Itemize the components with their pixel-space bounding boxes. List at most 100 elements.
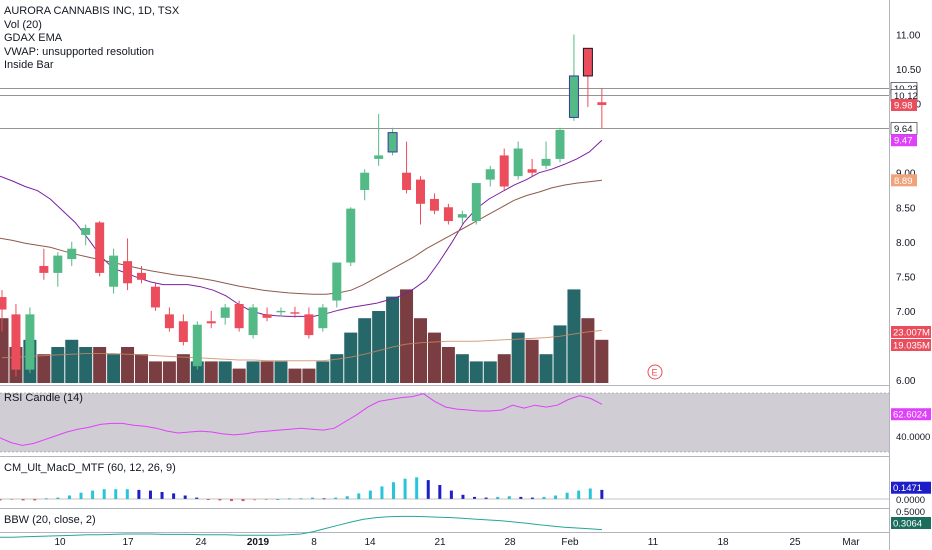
volume-bar xyxy=(65,339,79,383)
price-label-text: 9.98 xyxy=(894,100,913,111)
price-tick-label: 11.00 xyxy=(896,31,921,42)
volume-label-text: 23.007M xyxy=(893,328,930,339)
volume-bar xyxy=(469,361,483,383)
rsi-last-label: 62.6024 xyxy=(893,410,927,421)
rsi-pane-label[interactable]: RSI Candle (14) xyxy=(4,392,83,404)
volume-bar xyxy=(218,361,232,383)
price-label-text: 10.12 xyxy=(894,91,918,102)
volume-bar xyxy=(232,368,246,383)
volume-bar xyxy=(0,318,9,383)
volume-ma-line xyxy=(1,329,602,362)
macd-histogram-bar xyxy=(530,497,534,499)
price-tick-label: 7.50 xyxy=(896,272,916,283)
volume-label-box xyxy=(891,339,931,351)
candle-body xyxy=(304,314,314,336)
candle-body xyxy=(541,158,551,166)
ema-indicator-label[interactable]: GDAX EMA xyxy=(4,32,63,44)
candle-body xyxy=(290,312,300,314)
macd-histogram-bar xyxy=(33,499,37,501)
candle-body xyxy=(388,132,398,152)
macd-histogram-bar xyxy=(241,499,245,502)
volume-bar xyxy=(246,361,260,383)
macd-histogram-bar xyxy=(588,488,592,499)
symbol-title[interactable]: AURORA CANNABIS INC, 1D, TSX xyxy=(4,5,180,17)
candle-body xyxy=(485,169,495,180)
candle-body xyxy=(471,183,481,222)
macd-histogram-bar xyxy=(102,489,106,499)
macd-histogram-bar xyxy=(438,485,442,499)
bbw-pane-label[interactable]: BBW (20, close, 2) xyxy=(4,514,96,526)
time-tick-label: 2019 xyxy=(247,537,270,548)
volume-bar xyxy=(386,296,400,383)
rsi-line xyxy=(0,393,603,446)
candle-body xyxy=(178,321,188,342)
candle-body xyxy=(555,129,565,159)
candle-body xyxy=(583,48,593,76)
volume-bar xyxy=(204,361,218,383)
bbw-tick-label: 0.5000 xyxy=(896,507,925,518)
macd-histogram-bar xyxy=(392,482,396,499)
volume-bar xyxy=(372,311,386,383)
candle-body xyxy=(109,255,119,287)
time-tick-label: 8 xyxy=(311,537,317,548)
volume-bar xyxy=(107,354,121,383)
macd-histogram-bar xyxy=(56,497,60,499)
candle-body xyxy=(81,227,91,235)
macd-histogram-bar xyxy=(206,499,210,500)
candle-body xyxy=(276,310,286,313)
macd-histogram-bar xyxy=(334,497,338,499)
volume-bar xyxy=(525,339,539,383)
macd-last-label-box xyxy=(891,481,931,494)
volume-bar xyxy=(288,368,302,383)
volume-bar xyxy=(330,354,344,383)
rsi-tick-label: 40.0000 xyxy=(896,432,930,443)
time-tick-label: 11 xyxy=(648,537,659,548)
macd-histogram-bar xyxy=(542,496,546,499)
volume-bar xyxy=(553,325,567,383)
macd-histogram-bar xyxy=(449,490,453,499)
candle-body xyxy=(416,179,425,204)
time-tick-label: 18 xyxy=(717,537,729,548)
macd-histogram-bar xyxy=(218,499,222,501)
volume-bar xyxy=(316,361,330,383)
candle-body xyxy=(39,265,49,273)
macd-histogram-bar xyxy=(264,499,268,500)
time-tick-label: Mar xyxy=(842,537,860,548)
volume-bar xyxy=(190,361,204,383)
volume-bar xyxy=(148,361,162,383)
candle-body xyxy=(192,324,202,367)
macd-histogram-bar xyxy=(229,499,233,502)
volume-bar xyxy=(135,354,148,383)
volume-bar xyxy=(260,361,274,383)
macd-histogram-bar xyxy=(507,496,511,499)
macd-histogram-bar xyxy=(67,495,71,499)
volume-indicator-label[interactable]: Vol (20) xyxy=(4,18,42,31)
price-label-text: 8.89 xyxy=(894,176,913,187)
price-tick-label: 8.00 xyxy=(896,238,916,249)
inside-bar-marker xyxy=(387,132,398,153)
price-tick-label: 10.50 xyxy=(896,65,921,76)
insidebar-indicator-label[interactable]: Inside Bar xyxy=(4,59,54,71)
candle-body xyxy=(150,286,160,308)
price-label-text: 9.64 xyxy=(894,124,913,135)
candle-body xyxy=(206,321,216,324)
macd-histogram-bar xyxy=(183,495,187,499)
candle-body xyxy=(443,207,453,222)
time-tick-label: 25 xyxy=(789,537,801,548)
candle-body xyxy=(332,262,342,301)
macd-histogram-bar xyxy=(21,499,25,501)
candle-body xyxy=(527,169,537,173)
candle-body xyxy=(53,255,63,273)
bbw-last-label-box xyxy=(891,517,931,529)
vwap-indicator-label[interactable]: VWAP: unsupported resolution xyxy=(4,45,155,58)
macd-histogram-bar xyxy=(426,480,430,499)
price-label-text: 9.47 xyxy=(894,136,913,147)
macd-histogram-bar xyxy=(253,499,257,501)
volume-bar xyxy=(581,318,595,383)
macd-histogram-bar xyxy=(600,489,604,499)
macd-pane-label[interactable]: CM_Ult_MacD_MTF (60, 12, 26, 9) xyxy=(4,462,176,474)
candle-body xyxy=(25,314,35,370)
earnings-marker-label: E xyxy=(652,368,658,378)
volume-bar xyxy=(567,289,581,383)
